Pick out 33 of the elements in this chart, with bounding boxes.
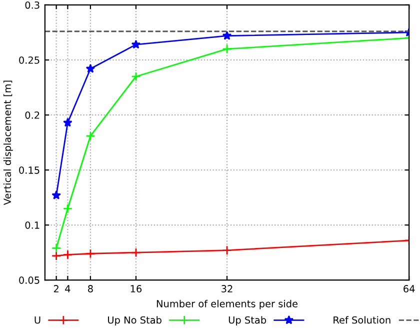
x-tick-label: 32: [222, 285, 232, 292]
legend-label: Ref Solution: [334, 316, 390, 324]
y-tick-label: 0.25: [19, 56, 40, 64]
y-tick-label: 0.1: [25, 221, 40, 229]
y-tick-label: 0.15: [19, 166, 40, 174]
x-tick-label: 8: [88, 285, 93, 292]
point: [62, 250, 73, 260]
point: [51, 243, 62, 253]
point: [86, 64, 96, 73]
x-tick-label: 16: [130, 285, 142, 292]
point: [131, 248, 141, 258]
point: [131, 72, 141, 82]
point: [222, 44, 232, 54]
y-tick-label: 0.3: [25, 1, 40, 9]
point: [86, 131, 96, 141]
y-tick-label: 0.05: [19, 276, 40, 284]
point: [131, 40, 141, 49]
legend-label: Up No Stab: [108, 316, 162, 326]
y-axis-title: Vertical displacement [m]: [3, 80, 13, 205]
x-tick-label: 64: [404, 285, 415, 292]
point: [63, 118, 72, 127]
y-tick-label: 0.2: [25, 111, 40, 119]
x-tick-label: 2: [54, 285, 58, 292]
point: [222, 30, 232, 40]
x-axis-title: Number of elements per side: [156, 300, 298, 310]
legend-label: U: [34, 316, 40, 324]
legend-label: Up Stab: [228, 316, 266, 326]
point: [52, 190, 61, 200]
point: [51, 250, 62, 261]
point: [222, 245, 232, 256]
point: [62, 204, 73, 214]
point: [86, 248, 96, 258]
x-tick-label: 4: [65, 285, 70, 292]
